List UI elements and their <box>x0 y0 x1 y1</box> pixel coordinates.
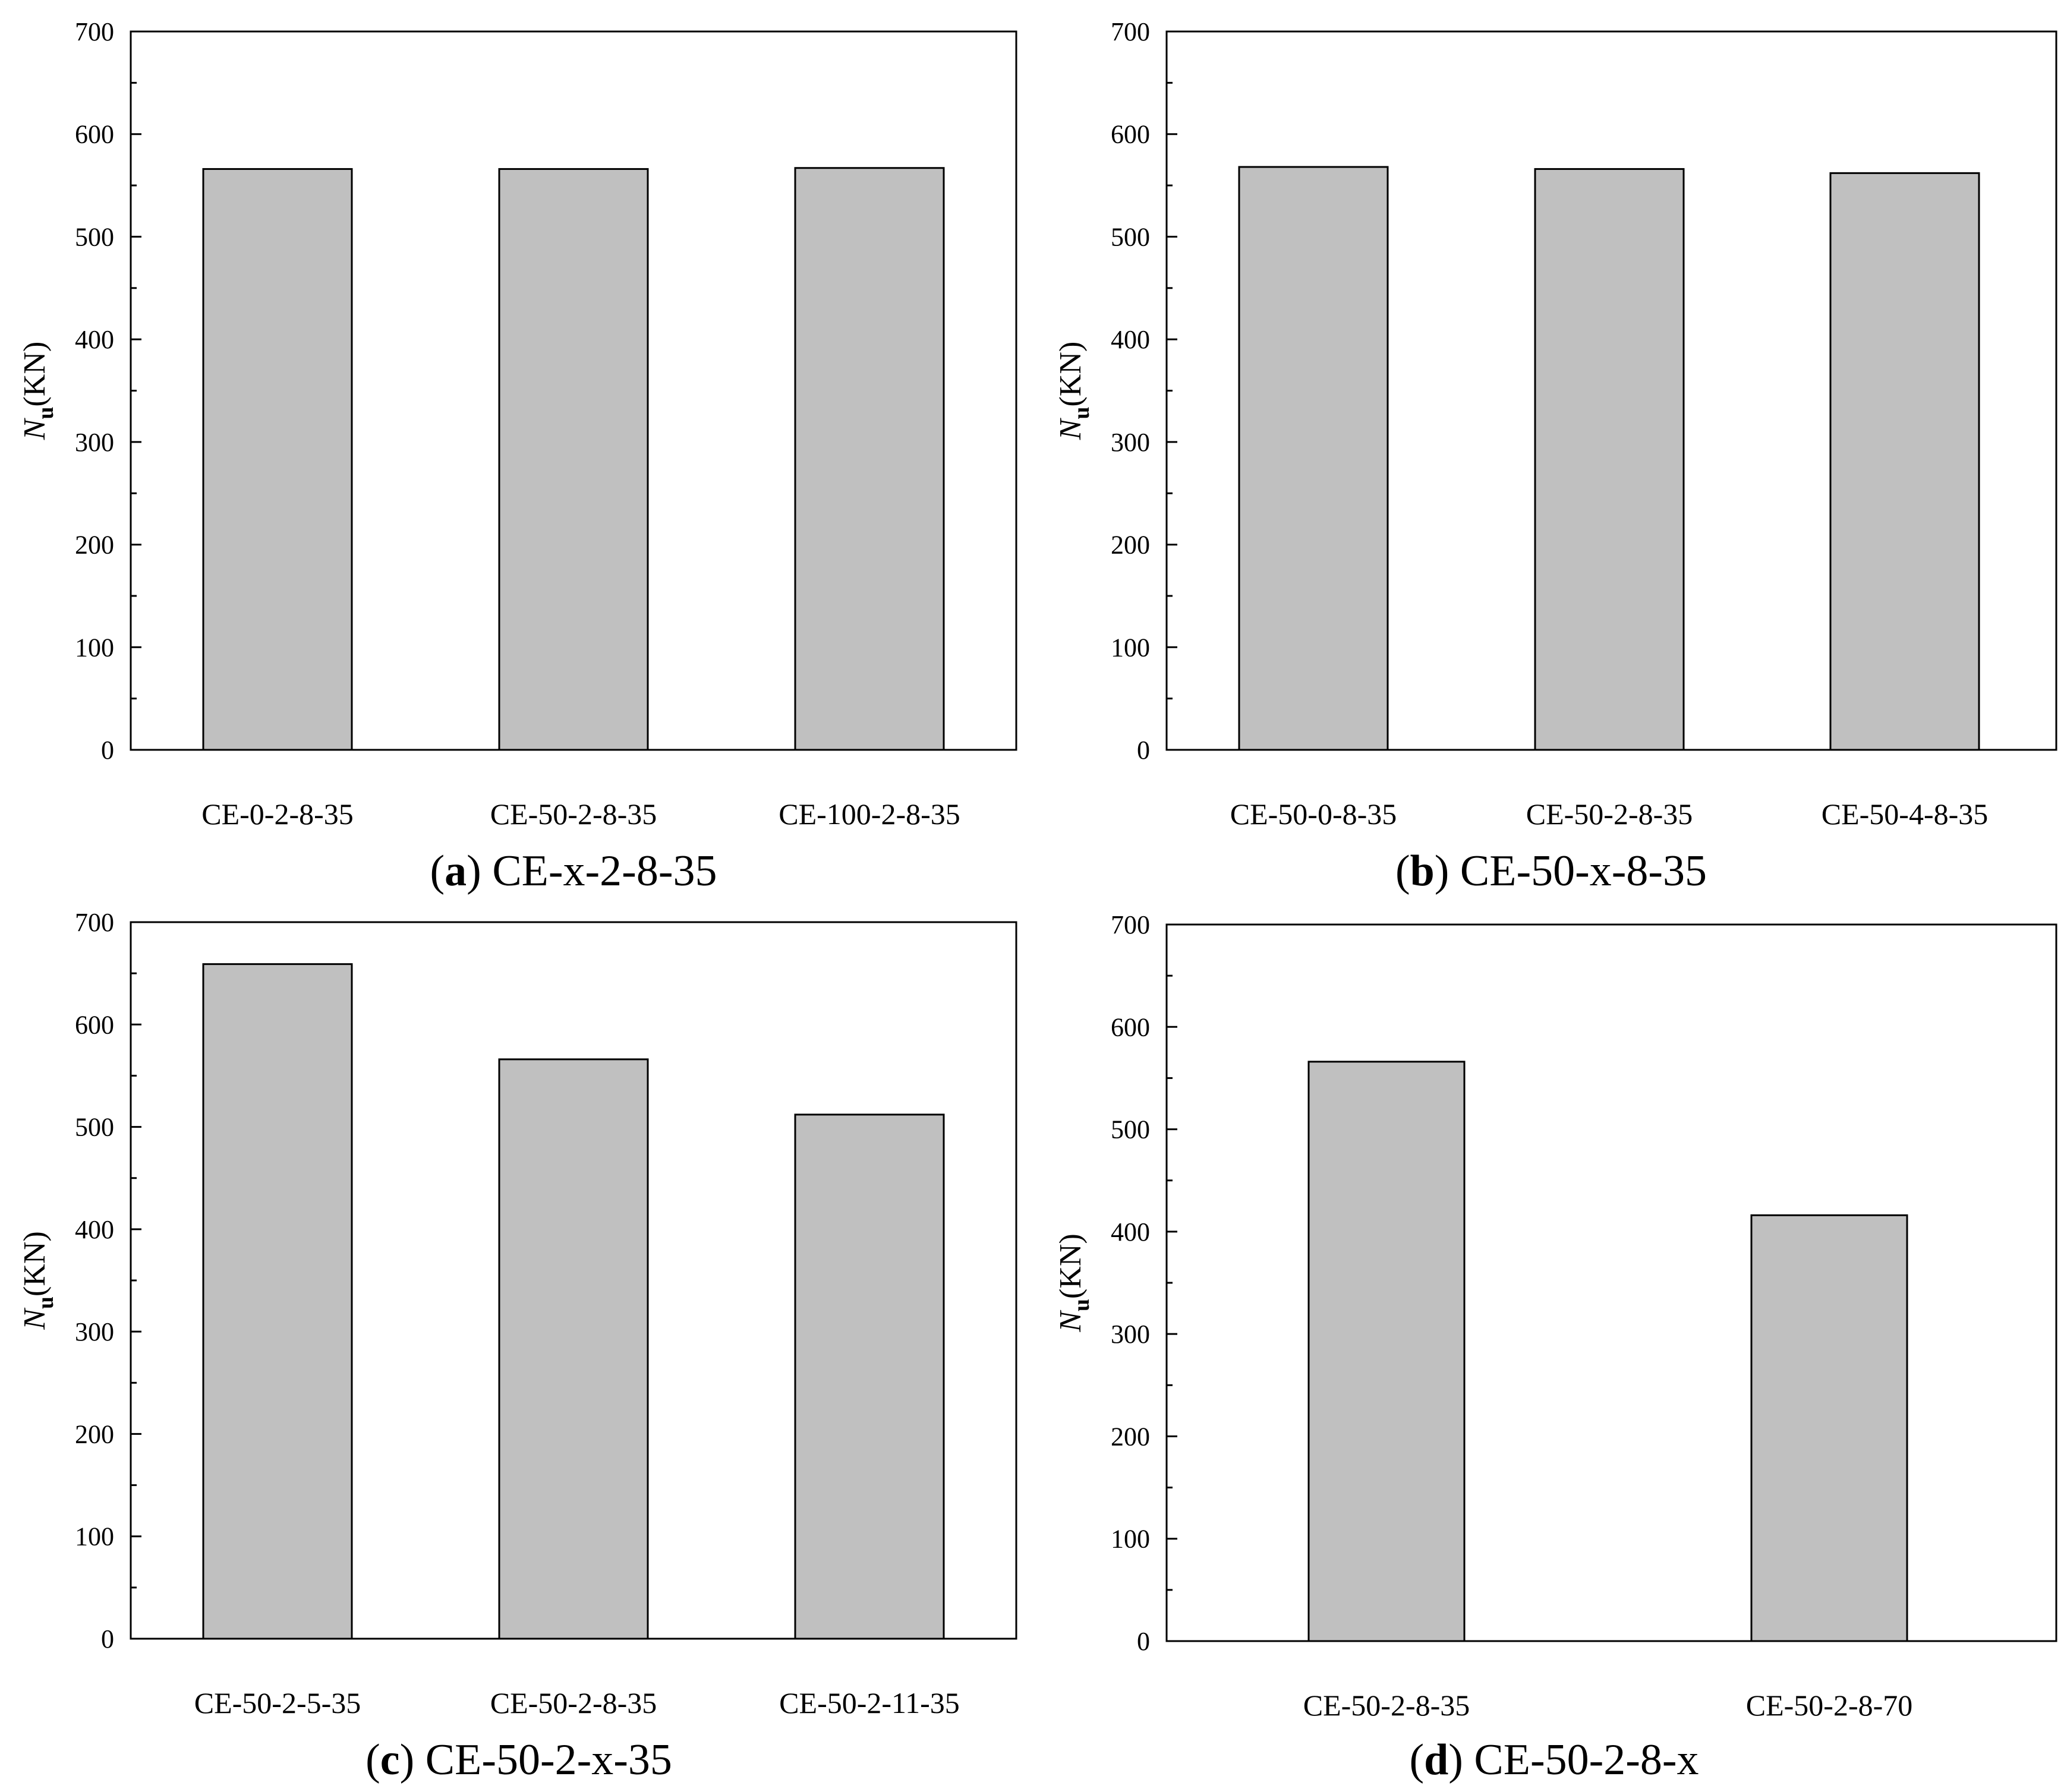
bar-CE-50-2-11-35 <box>794 1113 945 1640</box>
bar-CE-100-2-8-35 <box>794 167 945 751</box>
bar-CE-50-4-8-35 <box>1829 172 1980 751</box>
bar-CE-50-2-8-35 <box>1307 1061 1466 1642</box>
caption-letter: d <box>1424 1736 1448 1784</box>
caption-text: CE-50-x-8-35 <box>1460 847 1707 895</box>
y-axis-label-unit: (KN) <box>18 342 52 407</box>
panel-caption: (c) CE-50-2-x-35 <box>365 1736 672 1784</box>
y-tick-label: 300 <box>75 1317 114 1346</box>
caption-paren-close: ) <box>1435 847 1460 895</box>
category-label: CE-50-0-8-35 <box>1230 797 1397 831</box>
category-label: CE-0-2-8-35 <box>201 797 354 831</box>
y-axis-label: Nu(KN) <box>18 342 58 441</box>
chart-panel-b: CE-50-0-8-35 CE-50-2-8-35 CE-50-4-8-35 0 100… <box>1054 17 2057 895</box>
y-axis-label-unit: (KN) <box>18 1231 52 1296</box>
y-axis-label: Nu(KN) <box>1054 342 1094 441</box>
caption-text: CE-50-2-8-x <box>1474 1736 1699 1784</box>
y-tick-label: 100 <box>75 1522 114 1551</box>
y-axis-label-unit: (KN) <box>1054 1233 1088 1299</box>
y-tick-label: 500 <box>1111 222 1150 251</box>
y-axis-label-subscript: u <box>1069 1299 1094 1311</box>
panel-caption: (d) CE-50-2-8-x <box>1409 1736 1699 1784</box>
y-axis-label-symbol: N <box>1054 1310 1088 1333</box>
y-tick-label: 0 <box>1137 736 1150 765</box>
y-tick-label: 400 <box>75 1215 114 1244</box>
y-axis-label: Nu(KN) <box>1054 1233 1094 1333</box>
y-tick-label: 700 <box>75 17 114 46</box>
y-tick-label: 0 <box>101 736 114 765</box>
bar-CE-50-2-8-70 <box>1750 1214 1908 1642</box>
y-axis-label-subscript: u <box>33 1296 58 1309</box>
y-tick-label: 200 <box>75 531 114 560</box>
panel-caption: (a) CE-x-2-8-35 <box>430 847 717 895</box>
y-tick-label: 200 <box>75 1419 114 1449</box>
y-tick-label: 600 <box>1111 1012 1150 1042</box>
category-label: CE-50-4-8-35 <box>1822 797 1989 831</box>
y-axis-label: Nu(KN) <box>18 1231 58 1330</box>
category-label: CE-50-2-8-35 <box>490 797 657 831</box>
y-axis-label-subscript: u <box>1069 406 1094 419</box>
y-axis-label-symbol: N <box>18 1307 52 1330</box>
y-tick-label: 500 <box>75 222 114 251</box>
category-label: CE-50-2-11-35 <box>779 1686 960 1720</box>
y-tick-label: 300 <box>1111 428 1150 457</box>
y-tick-label: 600 <box>1111 120 1150 149</box>
caption-letter: b <box>1410 847 1435 895</box>
caption-paren-open: ( <box>1395 847 1410 895</box>
y-tick-label: 700 <box>1111 17 1150 46</box>
y-tick-label: 600 <box>75 120 114 149</box>
y-tick-label: 0 <box>101 1624 114 1654</box>
caption-text: CE-x-2-8-35 <box>492 847 717 895</box>
bar-CE-50-2-8-35 <box>1534 168 1685 751</box>
y-tick-label: 300 <box>1111 1320 1150 1349</box>
caption-text: CE-50-2-x-35 <box>426 1736 672 1784</box>
bar-CE-50-2-8-35 <box>498 168 649 751</box>
category-label: CE-100-2-8-35 <box>779 797 960 831</box>
y-tick-label: 100 <box>75 633 114 662</box>
y-axis-label-symbol: N <box>18 417 52 440</box>
caption-paren-close: ) <box>467 847 492 895</box>
chart-panel-a: CE-0-2-8-35 CE-50-2-8-35 CE-100-2-8-35 0 100… <box>18 17 1017 895</box>
y-tick-label: 400 <box>75 325 114 354</box>
y-tick-label: 200 <box>1111 531 1150 560</box>
caption-paren-open: ( <box>365 1736 380 1784</box>
chart-panel-c: CE-50-2-5-35 CE-50-2-8-35 CE-50-2-11-35 0 10… <box>18 908 1017 1784</box>
y-tick-label: 600 <box>75 1010 114 1039</box>
bar-CE-50-0-8-35 <box>1238 166 1389 751</box>
y-tick-label: 400 <box>1111 1217 1150 1247</box>
category-label: CE-50-2-5-35 <box>194 1686 361 1720</box>
y-axis-label-symbol: N <box>1054 417 1088 440</box>
y-tick-label: 500 <box>75 1113 114 1142</box>
caption-paren-open: ( <box>430 847 445 895</box>
y-tick-label: 100 <box>1111 1525 1150 1554</box>
plot-frame <box>1165 923 2057 1642</box>
category-label: CE-50-2-8-35 <box>1303 1689 1470 1722</box>
bar-CE-0-2-8-35 <box>202 168 353 751</box>
caption-letter: a <box>445 847 467 895</box>
caption-paren-open: ( <box>1409 1736 1424 1784</box>
y-tick-label: 700 <box>75 908 114 937</box>
y-tick-label: 200 <box>1111 1422 1150 1451</box>
chart-panel-d: CE-50-2-8-35 CE-50-2-8-70 0 100 200 300 400 500… <box>1054 910 2057 1784</box>
y-tick-label: 100 <box>1111 633 1150 662</box>
y-tick-label: 700 <box>1111 910 1150 939</box>
bar-CE-50-2-8-35 <box>498 1058 649 1640</box>
y-tick-label: 500 <box>1111 1115 1150 1144</box>
caption-paren-close: ) <box>1448 1736 1474 1784</box>
caption-letter: c <box>380 1736 400 1784</box>
panel-caption: (b) CE-50-x-8-35 <box>1395 847 1707 895</box>
caption-paren-close: ) <box>400 1736 426 1784</box>
y-axis-label-unit: (KN) <box>1054 342 1088 407</box>
y-tick-label: 0 <box>1137 1627 1150 1656</box>
category-label: CE-50-2-8-35 <box>1526 797 1693 831</box>
y-tick-label: 300 <box>75 428 114 457</box>
category-label: CE-50-2-8-70 <box>1746 1689 1913 1722</box>
category-label: CE-50-2-8-35 <box>490 1686 657 1720</box>
y-tick-label: 400 <box>1111 325 1150 354</box>
y-axis-label-subscript: u <box>33 406 58 419</box>
bar-CE-50-2-5-35 <box>202 963 353 1640</box>
